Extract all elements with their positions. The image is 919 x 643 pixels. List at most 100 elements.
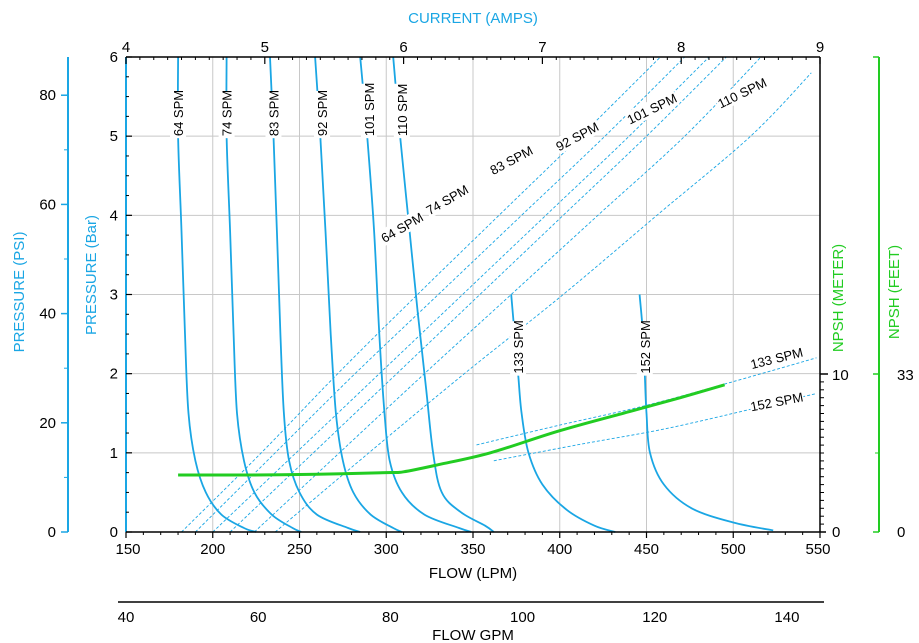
npsh-feet-tick-label: 33 [897, 367, 914, 384]
label-bg [713, 73, 770, 112]
label-bg [422, 180, 472, 219]
gpm-tick-label: 120 [642, 609, 667, 626]
label-bg [623, 89, 680, 128]
curve-label-text: 110 SPM [395, 84, 410, 137]
npsh-meter-tick-label: 0 [832, 524, 840, 541]
amps-tick-label: 9 [816, 39, 824, 56]
bar-tick-label: 2 [110, 366, 118, 383]
label-bg [510, 321, 527, 376]
current-curve-label-101-spm: 101 SPM [623, 89, 680, 128]
amps-tick-label: 8 [677, 39, 685, 56]
curve-label-text: 64 SPM [171, 90, 186, 136]
curve-label-text: 133 SPM [511, 320, 526, 373]
curve-label-text: 133 SPM [749, 345, 805, 372]
pressure-curve-110-spm [392, 56, 495, 533]
curve-labels: 64 SPM 74 SPM 83 SPM 92 SPM 101 SPM 110 SPM 13… [170, 73, 805, 415]
bar-tick-label: 5 [110, 128, 118, 145]
npsh-curve [178, 383, 726, 477]
label-bg [170, 90, 187, 139]
label-bg [377, 208, 427, 246]
label-bg [314, 90, 331, 139]
pressure-bar-axis-label: PRESSURE (Bar) [83, 215, 100, 335]
pressure-psi-axis-label: PRESSURE (PSI) [11, 232, 28, 353]
label-bg [748, 388, 805, 415]
current-axis-label: CURRENT (AMPS) [408, 10, 538, 27]
curve-label-text: 83 SPM [487, 143, 535, 178]
pressure-curve-label-92-spm: 92 SPM [314, 90, 331, 139]
amps-tick-label: 6 [399, 39, 407, 56]
current-curve-74-spm [195, 56, 686, 533]
amps-tick-label: 7 [538, 39, 546, 56]
label-bg [265, 90, 282, 139]
current-curve-label-133-spm: 133 SPM [748, 343, 805, 373]
bar-tick-label: 4 [110, 207, 118, 224]
curve-label-text: 101 SPM [362, 83, 377, 136]
lpm-tick-label: 550 [805, 541, 830, 558]
npsh-meter-tick-label: 10 [832, 367, 849, 384]
psi-tick-label: 20 [39, 415, 56, 432]
label-bg [218, 90, 235, 139]
pressure-curve-label-110-spm: 110 SPM [393, 83, 410, 139]
curve-label-text: 83 SPM [266, 90, 281, 136]
label-bg [393, 83, 410, 139]
psi-tick-label: 80 [39, 87, 56, 104]
psi-tick-label: 40 [39, 306, 56, 323]
curve-label-text: 92 SPM [315, 90, 330, 136]
curve-label-text: 152 SPM [638, 320, 653, 373]
current-curve-label-152-spm: 152 SPM [748, 388, 805, 415]
bar-tick-label: 6 [110, 49, 118, 66]
label-bg [360, 83, 377, 139]
pressure-curve-101-spm [359, 56, 472, 533]
pressure-curve-74-spm [225, 56, 302, 533]
lpm-tick-label: 250 [287, 541, 312, 558]
lpm-tick-label: 350 [460, 541, 485, 558]
current-curve-label-64-spm: 64 SPM [377, 208, 427, 246]
curve-label-text: 74 SPM [220, 90, 235, 136]
label-bg [552, 118, 602, 155]
gpm-tick-label: 60 [250, 609, 267, 626]
lpm-tick-label: 400 [547, 541, 572, 558]
current-curve-133-spm [476, 357, 817, 446]
pressure-curve-label-152-spm: 152 SPM [636, 320, 653, 376]
pressure-curve-label-133-spm: 133 SPM [510, 320, 527, 376]
gpm-tick-label: 80 [382, 609, 399, 626]
psi-tick-label: 0 [48, 524, 56, 541]
pressure-curve-133-spm [510, 294, 616, 533]
amps-tick-label: 4 [122, 39, 130, 56]
npsh-meter-axis-label: NPSH (METER) [830, 244, 847, 352]
lpm-tick-label: 500 [721, 541, 746, 558]
npsh-curve-line [178, 383, 726, 477]
pressure-curve-label-64-spm: 64 SPM [170, 90, 187, 139]
label-bg [748, 343, 805, 373]
lpm-tick-label: 450 [634, 541, 659, 558]
pressure-curve-64-spm [176, 56, 257, 533]
bar-tick-label: 3 [110, 287, 118, 304]
npsh-feet-axis-label: NPSH (FEET) [886, 245, 903, 339]
label-bg [636, 321, 653, 376]
current-curve-110-spm [274, 72, 812, 533]
curve-label-text: 101 SPM [625, 90, 680, 127]
pressure-curve-label-101-spm: 101 SPM [360, 83, 377, 139]
curve-label-text: 152 SPM [749, 389, 804, 414]
bar-tick-label: 0 [110, 524, 118, 541]
gpm-tick-label: 140 [774, 609, 799, 626]
gpm-tick-label: 40 [118, 609, 135, 626]
pressure-curve-92-spm [314, 56, 403, 533]
current-curve-label-110-spm: 110 SPM [713, 73, 770, 112]
flow-lpm-axis-label: FLOW (LPM) [429, 565, 517, 582]
gpm-tick-label: 100 [510, 609, 535, 626]
bar-tick-label: 1 [110, 445, 118, 462]
lpm-tick-label: 300 [374, 541, 399, 558]
lpm-tick-label: 150 [115, 541, 140, 558]
flow-gpm-axis-label: FLOW GPM [432, 627, 514, 643]
current-curve-101-spm [254, 56, 762, 533]
curve-label-text: 110 SPM [715, 75, 769, 112]
grid [126, 57, 820, 532]
pressure-curve-label-83-spm: 83 SPM [265, 90, 282, 139]
pressure-curves [176, 56, 774, 533]
amps-tick-label: 5 [261, 39, 269, 56]
lpm-tick-label: 200 [200, 541, 225, 558]
psi-tick-label: 60 [39, 196, 56, 213]
pressure-curve-label-74-spm: 74 SPM [218, 90, 235, 139]
